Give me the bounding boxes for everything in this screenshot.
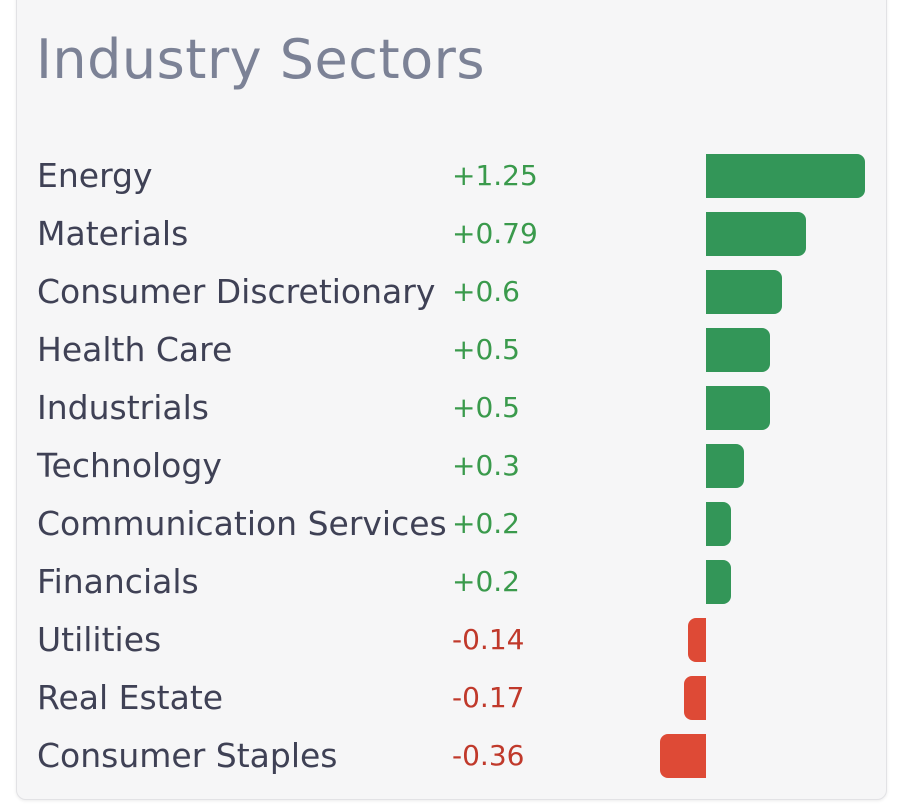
- sector-row: Health Care +0.5: [0, 321, 903, 379]
- sector-bar: [706, 502, 732, 546]
- sector-name: Utilities: [37, 620, 162, 659]
- sector-bar: [688, 618, 706, 662]
- sector-name: Materials: [37, 214, 189, 253]
- sector-bar: [660, 734, 706, 778]
- sector-name: Energy: [37, 156, 153, 195]
- sector-change-value: +0.5: [452, 391, 520, 424]
- sector-name: Financials: [37, 562, 199, 601]
- sector-name: Consumer Discretionary: [37, 272, 436, 311]
- sector-name: Consumer Staples: [37, 736, 338, 775]
- sector-change-value: +1.25: [452, 159, 538, 192]
- sector-row: Utilities -0.14: [0, 611, 903, 669]
- sector-bar: [706, 444, 745, 488]
- sector-name: Technology: [37, 446, 222, 485]
- sector-row: Financials +0.2: [0, 553, 903, 611]
- sector-row: Consumer Discretionary +0.6: [0, 263, 903, 321]
- sector-row: Industrials +0.5: [0, 379, 903, 437]
- sector-change-value: +0.2: [452, 507, 520, 540]
- sector-row: Technology +0.3: [0, 437, 903, 495]
- sector-change-value: -0.14: [452, 623, 525, 656]
- sector-name: Real Estate: [37, 678, 224, 717]
- sector-row: Materials +0.79: [0, 205, 903, 263]
- sector-row: Consumer Staples -0.36: [0, 727, 903, 785]
- sector-bar: [684, 676, 706, 720]
- sector-row: Energy +1.25: [0, 147, 903, 205]
- sector-change-value: +0.5: [452, 333, 520, 366]
- sector-row: Communication Services +0.2: [0, 495, 903, 553]
- sector-change-value: +0.2: [452, 565, 520, 598]
- sector-name: Industrials: [37, 388, 209, 427]
- sector-bar: [706, 212, 807, 256]
- chart-title: Industry Sectors: [36, 28, 486, 91]
- sector-change-value: +0.79: [452, 217, 538, 250]
- sector-name: Communication Services: [37, 504, 447, 543]
- sector-name: Health Care: [37, 330, 233, 369]
- sector-bar: [706, 560, 732, 604]
- sector-change-value: -0.17: [452, 681, 525, 714]
- sector-change-value: -0.36: [452, 739, 525, 772]
- sector-row: Real Estate -0.17: [0, 669, 903, 727]
- sector-bar: [706, 270, 783, 314]
- sector-bar: [706, 386, 770, 430]
- sector-change-value: +0.3: [452, 449, 520, 482]
- sector-change-value: +0.6: [452, 275, 520, 308]
- sector-bar: [706, 328, 770, 372]
- sector-bar: [706, 154, 865, 198]
